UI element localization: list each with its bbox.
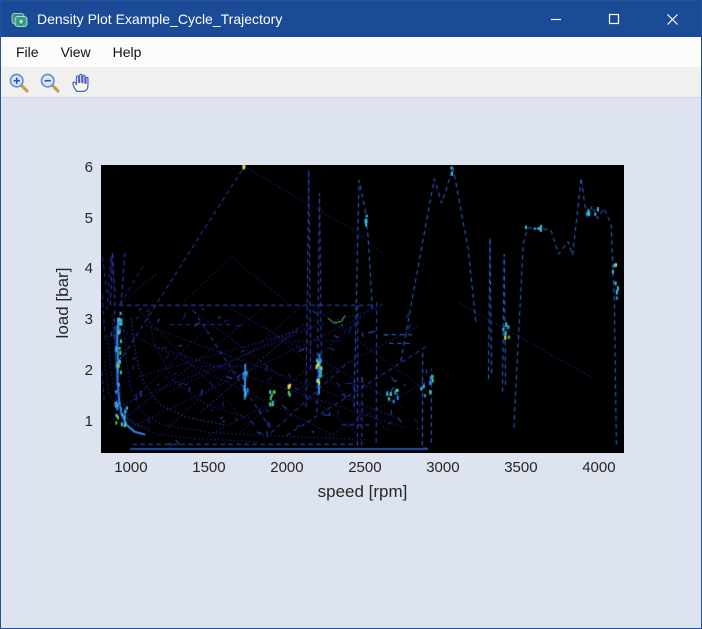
zoom-in-button[interactable] <box>6 70 30 94</box>
y-tick-label: 2 <box>84 362 93 380</box>
x-axis-label: speed [rpm] <box>317 482 408 501</box>
y-tick-label: 6 <box>84 158 93 176</box>
trajectory-plot-canvas[interactable] <box>101 165 624 453</box>
title-bar: Density Plot Example_Cycle_Trajectory <box>1 1 701 37</box>
x-tick-label: 4000 <box>582 459 616 476</box>
minimize-button[interactable] <box>527 1 585 37</box>
x-tick-label: 1000 <box>114 459 148 476</box>
x-tick-label: 3000 <box>426 459 460 476</box>
window-title: Density Plot Example_Cycle_Trajectory <box>37 11 283 27</box>
y-tick-label: 4 <box>84 260 93 278</box>
menu-help[interactable]: Help <box>112 44 142 60</box>
tool-bar <box>1 67 701 98</box>
x-tick-label: 2500 <box>348 459 382 476</box>
maximize-button[interactable] <box>585 1 643 37</box>
y-tick-label: 3 <box>84 311 93 329</box>
y-tick-label: 5 <box>84 209 93 227</box>
menu-view[interactable]: View <box>60 44 91 60</box>
y-axis-label: load [bar] <box>53 267 72 339</box>
app-icon <box>11 12 28 27</box>
x-tick-label: 2000 <box>270 459 304 476</box>
x-tick-label: 3500 <box>504 459 538 476</box>
zoom-out-button[interactable] <box>37 70 61 94</box>
menu-bar: File View Help <box>1 37 701 67</box>
zoom-out-icon <box>40 73 60 93</box>
zoom-in-icon <box>9 73 29 93</box>
close-icon <box>666 13 678 25</box>
minimize-icon <box>551 18 561 21</box>
maximize-icon <box>608 13 620 25</box>
plot-panel: 1 2 3 4 5 6 1000 1500 2000 2500 3000 3500 4000 spee… <box>1 98 701 628</box>
x-tick-label: 1500 <box>192 459 226 476</box>
close-button[interactable] <box>643 1 701 37</box>
y-tick-label: 1 <box>84 413 93 431</box>
pan-button[interactable] <box>68 70 92 94</box>
menu-file[interactable]: File <box>16 44 39 60</box>
pan-hand-icon <box>72 73 89 92</box>
